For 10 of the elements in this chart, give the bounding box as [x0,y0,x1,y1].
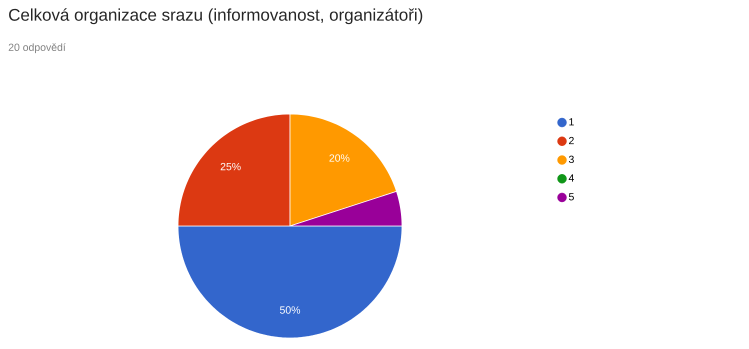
data-label: 50% [280,306,300,314]
data-label: 25% [220,162,241,170]
chart-title: Celková organizace srazu (informovanost, organizátoři) [9,8,422,24]
legend-label: 3 [568,156,574,164]
data-label: 20% [329,154,350,162]
legend-label: 4 [568,174,574,182]
legend-label: 5 [568,193,574,200]
legend-label: 1 [569,118,574,126]
text: 20 odpovědí [8,43,66,54]
legend-label: 2 [569,136,574,144]
